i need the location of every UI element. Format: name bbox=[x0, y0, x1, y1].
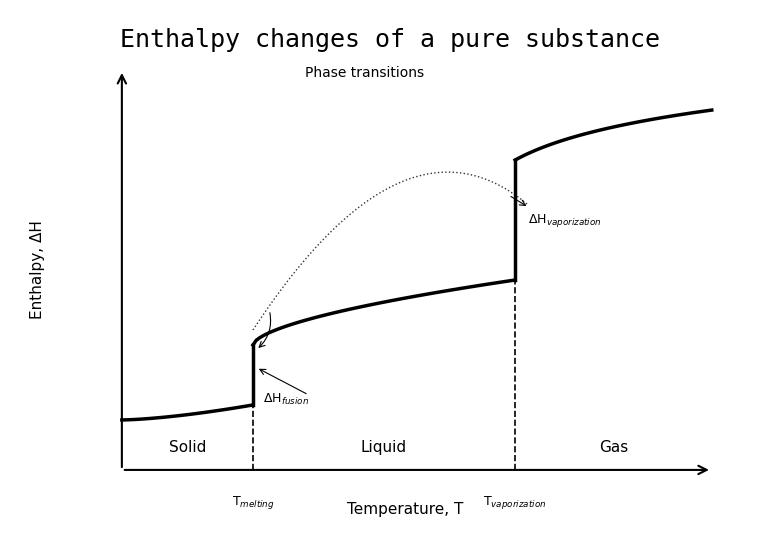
Text: Liquid: Liquid bbox=[361, 440, 407, 455]
Text: ΔH$_{vaporization}$: ΔH$_{vaporization}$ bbox=[528, 212, 602, 228]
Text: T$_{melting}$: T$_{melting}$ bbox=[232, 494, 275, 511]
Text: Temperature, T: Temperature, T bbox=[347, 502, 463, 517]
Text: Enthalpy changes of a pure substance: Enthalpy changes of a pure substance bbox=[120, 28, 660, 52]
Text: Solid: Solid bbox=[168, 440, 206, 455]
Text: Enthalpy, ΔH: Enthalpy, ΔH bbox=[30, 220, 45, 320]
Text: T$_{vaporization}$: T$_{vaporization}$ bbox=[484, 494, 547, 511]
Text: ΔH$_{fusion}$: ΔH$_{fusion}$ bbox=[263, 393, 309, 408]
Text: Gas: Gas bbox=[599, 440, 628, 455]
Text: Phase transitions: Phase transitions bbox=[305, 66, 424, 80]
